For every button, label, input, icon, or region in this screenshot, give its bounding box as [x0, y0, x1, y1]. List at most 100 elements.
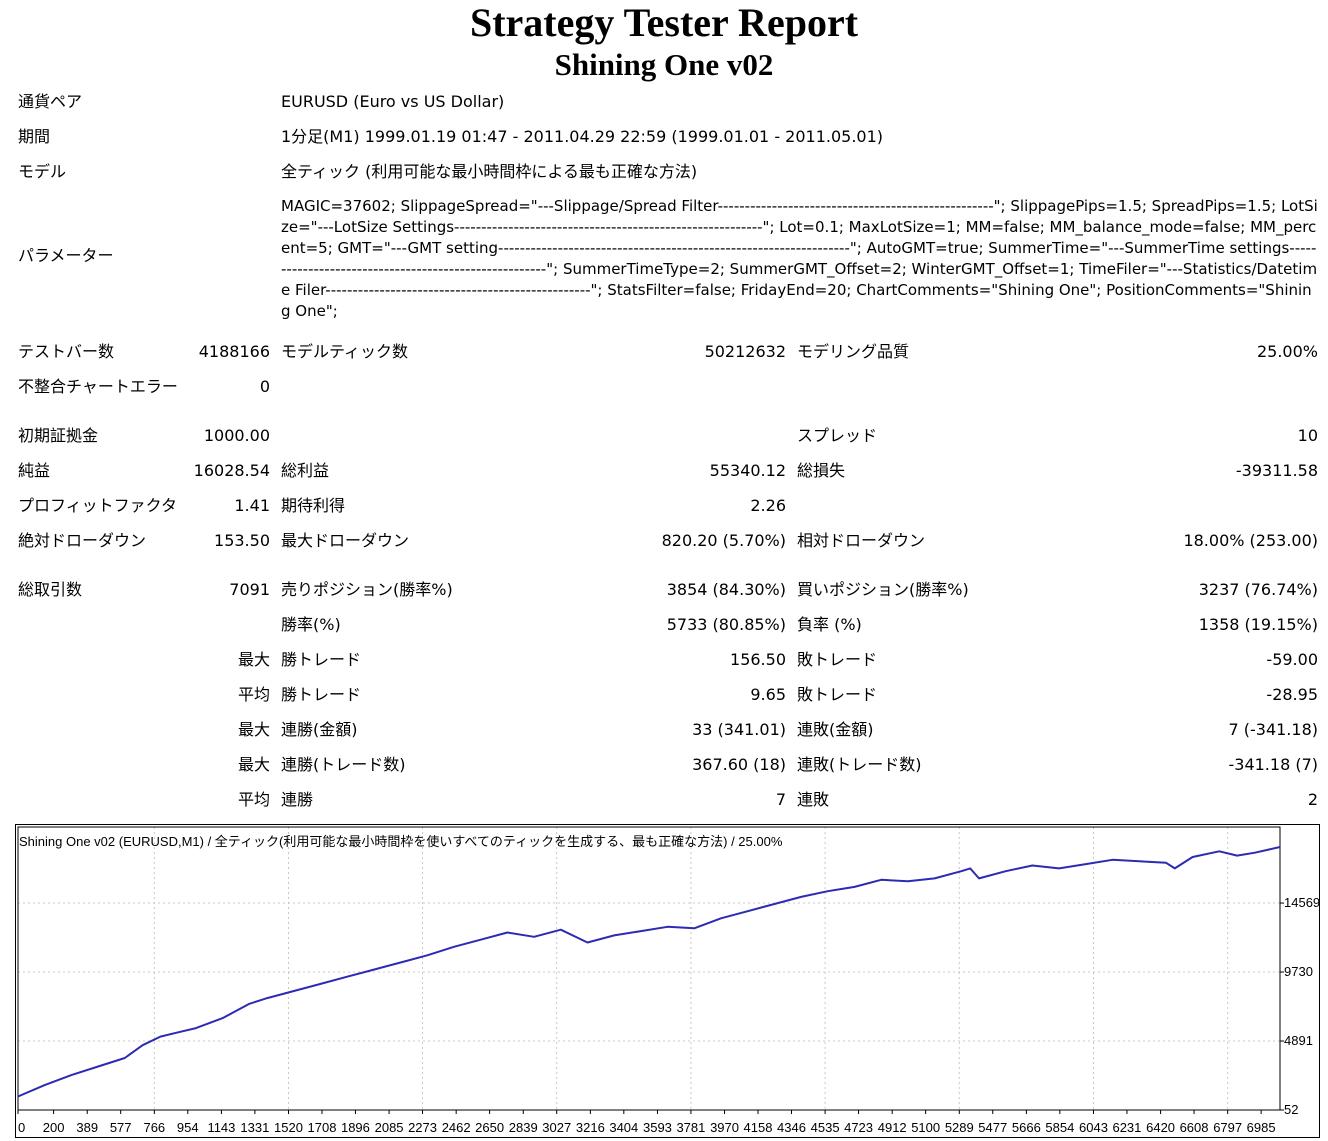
- x-tick-label: 5289: [945, 1120, 974, 1135]
- chart-series: [17, 846, 1281, 1098]
- gross-profit-value: 55340.12: [709, 461, 786, 480]
- abs-dd-label: 絶対ドローダウン: [18, 531, 147, 550]
- loss-rate-label: 負率 (%): [797, 615, 862, 634]
- x-tick-label: 4346: [777, 1120, 806, 1135]
- spread-value: 10: [1297, 426, 1318, 445]
- y-tick-label: 4891: [1284, 1033, 1313, 1048]
- short-label: 売りポジション(勝率%): [281, 580, 453, 599]
- pair-label: 通貨ペア: [18, 92, 83, 111]
- mismatch-value: 0: [259, 377, 270, 396]
- x-tick-label: 3216: [576, 1120, 605, 1135]
- avg-win-label: 勝トレード: [281, 685, 362, 704]
- abs-dd-value: 153.50: [214, 531, 270, 550]
- x-tick-label: 6043: [1079, 1120, 1108, 1135]
- period-value: 1分足(M1) 1999.01.19 01:47 - 2011.04.29 22…: [281, 127, 884, 146]
- report-subtitle: Shining One v02: [554, 47, 774, 82]
- chart-border: [15, 824, 1320, 1138]
- largest-win-label: 勝トレード: [281, 650, 362, 669]
- max-consec-loss-count-label: 連敗(トレード数): [797, 755, 922, 774]
- x-tick-label: 4723: [844, 1120, 873, 1135]
- rel-dd-value: 18.00% (253.00): [1183, 531, 1318, 550]
- avg-consec-win-label: 連勝: [281, 790, 314, 809]
- max-consec-win-count-value: 367.60 (18): [692, 755, 786, 774]
- params-label: パラメーター: [18, 246, 114, 265]
- max-consec-loss-count-value: -341.18 (7): [1228, 755, 1318, 774]
- avg-loss-value: -28.95: [1266, 685, 1318, 704]
- x-tick-label: 3970: [710, 1120, 739, 1135]
- win-rate-label: 勝率(%): [281, 615, 341, 634]
- max-consec-win-money-value: 33 (341.01): [692, 720, 786, 739]
- long-value: 3237 (76.74%): [1198, 580, 1318, 599]
- avg-consec-loss-value: 2: [1307, 790, 1318, 809]
- x-tick-label: 1520: [274, 1120, 303, 1135]
- chart-plot-frame: [17, 826, 1281, 1111]
- ticks-label: モデルティック数: [281, 342, 409, 361]
- quality-value: 25.00%: [1256, 342, 1318, 361]
- long-label: 買いポジション(勝率%): [797, 580, 969, 599]
- x-tick-label: 200: [43, 1120, 65, 1135]
- x-tick-label: 2839: [509, 1120, 538, 1135]
- avg-win-value: 9.65: [750, 685, 786, 704]
- equity-line: [17, 846, 1281, 1098]
- loss-rate-value: 1358 (19.15%): [1198, 615, 1318, 634]
- x-tick-label: 6231: [1112, 1120, 1141, 1135]
- x-tick-label: 4535: [811, 1120, 840, 1135]
- x-tick-label: 954: [177, 1120, 199, 1135]
- max-consec-loss-money-value: 7 (-341.18): [1228, 720, 1318, 739]
- spread-label: スプレッド: [797, 426, 878, 445]
- x-tick-label: 2462: [442, 1120, 471, 1135]
- x-tick-label: 3781: [676, 1120, 705, 1135]
- x-tick-label: 3404: [609, 1120, 638, 1135]
- period-label: 期間: [18, 127, 51, 146]
- params-value: MAGIC=37602; SlippageSpread="---Slippage…: [281, 197, 1318, 320]
- avg-consec-loss-label: 連敗: [797, 790, 830, 809]
- report-title: Strategy Tester Report: [469, 0, 859, 45]
- net-value: 16028.54: [193, 461, 270, 480]
- model-value: 全ティック (利用可能な最小時間枠による最も正確な方法): [281, 162, 698, 181]
- trades-value: 7091: [229, 580, 270, 599]
- avg-consec-prefix: 平均: [237, 790, 270, 809]
- short-value: 3854 (84.30%): [666, 580, 786, 599]
- x-tick-label: 4158: [744, 1120, 773, 1135]
- y-tick-label: 52: [1284, 1102, 1298, 1117]
- largest-win-value: 156.50: [730, 650, 786, 669]
- model-label: モデル: [18, 162, 67, 181]
- max-consec-win-money-label: 連勝(金額): [281, 720, 358, 739]
- y-tick-label: 14569: [1284, 895, 1320, 910]
- x-tick-label: 6985: [1247, 1120, 1276, 1135]
- x-tick-label: 3593: [643, 1120, 672, 1135]
- x-tick-label: 0: [18, 1120, 25, 1135]
- largest-loss-label: 敗トレード: [797, 650, 878, 669]
- gross-loss-label: 総損失: [797, 461, 846, 480]
- x-tick-label: 1331: [240, 1120, 269, 1135]
- x-tick-label: 1896: [341, 1120, 370, 1135]
- x-tick-label: 5100: [911, 1120, 940, 1135]
- x-tick-label: 3027: [542, 1120, 571, 1135]
- chart-grid: [18, 827, 1280, 1110]
- max-consec-win-count-label: 連勝(トレード数): [281, 755, 406, 774]
- bars-label: テストバー数: [18, 342, 115, 361]
- x-tick-label: 766: [143, 1120, 165, 1135]
- ticks-value: 50212632: [704, 342, 786, 361]
- avg-loss-label: 敗トレード: [797, 685, 878, 704]
- largest-prefix: 最大: [237, 650, 270, 669]
- net-label: 純益: [18, 461, 51, 480]
- x-tick-label: 1143: [207, 1120, 235, 1135]
- x-tick-label: 2273: [408, 1120, 437, 1135]
- expected-value: 2.26: [750, 496, 786, 515]
- x-tick-label: 2650: [475, 1120, 504, 1135]
- avg-consec-win-value: 7: [775, 790, 786, 809]
- max-dd-label: 最大ドローダウン: [281, 531, 410, 550]
- equity-chart: Shining One v02 (EURUSD,M1) / 全ティック(利用可能…: [15, 824, 1320, 1138]
- max-consec-prefix: 最大: [237, 720, 270, 739]
- expected-label: 期待利得: [281, 496, 346, 515]
- trades-label: 総取引数: [18, 580, 83, 599]
- x-tick-label: 4912: [878, 1120, 907, 1135]
- x-tick-label: 5666: [1012, 1120, 1041, 1135]
- pf-value: 1.41: [234, 496, 270, 515]
- rel-dd-label: 相対ドローダウン: [797, 531, 926, 550]
- pair-value: EURUSD (Euro vs US Dollar): [281, 92, 505, 111]
- x-tick-label: 5854: [1045, 1120, 1074, 1135]
- x-tick-label: 5477: [978, 1120, 1007, 1135]
- chart-x-ticks: 0 200 389 577 766 954 1143 1331 1520 1708 1896 2085…: [17, 1110, 1276, 1135]
